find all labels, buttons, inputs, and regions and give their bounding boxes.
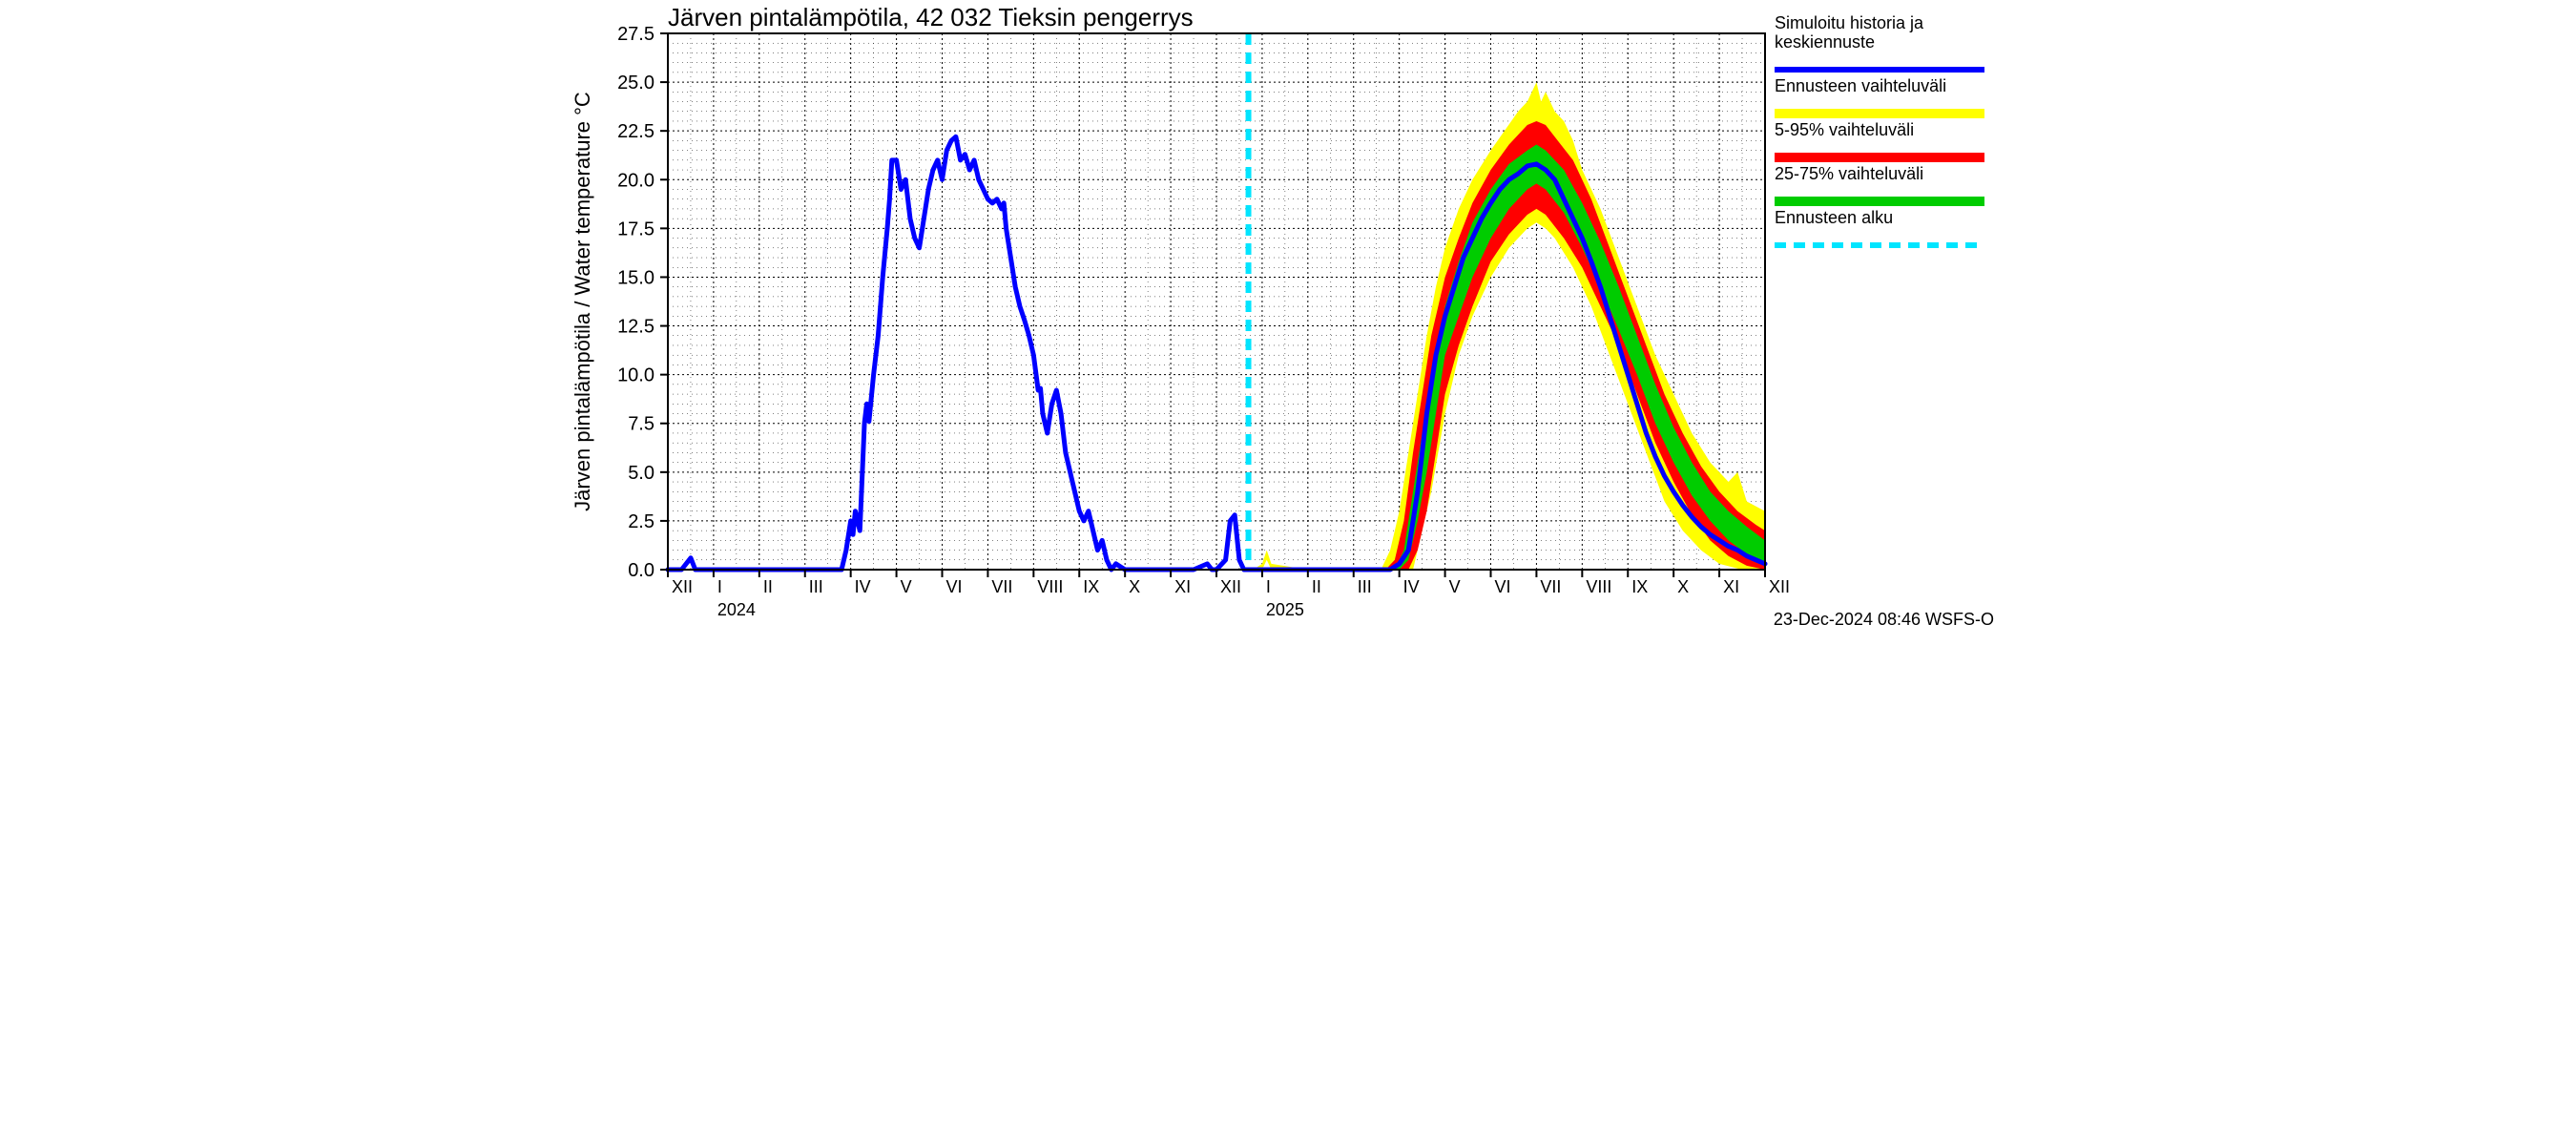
chart-container: 0.0 2.5 5.0 7.5 10.0 12.5 15.0 17.5 20.0 22.5 25.0… — [572, 0, 2004, 636]
x-tick-label: IX — [1631, 577, 1648, 596]
x-tick-label: I — [717, 577, 722, 596]
legend-label: keskiennuste — [1775, 32, 1875, 52]
x-tick-label: VI — [946, 577, 963, 596]
x-tick-label: XI — [1723, 577, 1739, 596]
x-tick-label: V — [901, 577, 912, 596]
legend-swatch — [1775, 109, 1984, 118]
x-tick-label: I — [1266, 577, 1271, 596]
x-tick-label: IX — [1083, 577, 1099, 596]
chart-svg: 0.0 2.5 5.0 7.5 10.0 12.5 15.0 17.5 20.0 22.5 25.0… — [572, 0, 2004, 636]
y-tick-label: 10.0 — [617, 365, 654, 386]
legend-label: Ennusteen alku — [1775, 208, 1893, 227]
x-tick-label: VI — [1495, 577, 1511, 596]
y-tick-label: 0.0 — [628, 560, 654, 581]
y-tick-label: 15.0 — [617, 267, 654, 288]
y-tick-label: 2.5 — [628, 511, 654, 532]
footer-timestamp: 23-Dec-2024 08:46 WSFS-O — [1774, 610, 1994, 629]
x-tick-label: IV — [1403, 577, 1420, 596]
y-tick-label: 5.0 — [628, 463, 654, 484]
y-tick-label: 12.5 — [617, 317, 654, 338]
legend-label: 5-95% vaihteluväli — [1775, 120, 1914, 139]
legend-swatch — [1775, 197, 1984, 206]
x-tick-label: XII — [672, 577, 693, 596]
x-tick-label: X — [1129, 577, 1140, 596]
x-tick-label: VII — [1540, 577, 1561, 596]
legend-swatch — [1775, 153, 1984, 162]
x-tick-label: V — [1449, 577, 1461, 596]
x-tick-label: XII — [1769, 577, 1790, 596]
y-tick-label: 17.5 — [617, 219, 654, 239]
y-tick-label: 7.5 — [628, 414, 654, 435]
x-tick-label: VII — [991, 577, 1012, 596]
y-tick-label: 25.0 — [617, 73, 654, 94]
y-tick-label: 27.5 — [617, 24, 654, 45]
x-tick-label: III — [809, 577, 823, 596]
legend-label: Simuloitu historia ja — [1775, 13, 1924, 32]
x-year-label: 2025 — [1266, 600, 1304, 619]
x-tick-label: XI — [1174, 577, 1191, 596]
legend-label: Ennusteen vaihteluväli — [1775, 76, 1946, 95]
x-year-label: 2024 — [717, 600, 756, 619]
legend-label: 25-75% vaihteluväli — [1775, 164, 1923, 183]
y-axis — [660, 33, 668, 570]
y-tick-label: 20.0 — [617, 170, 654, 191]
chart-title: Järven pintalämpötila, 42 032 Tieksin pe… — [668, 3, 1194, 31]
x-tick-label: III — [1358, 577, 1372, 596]
x-tick-label: X — [1677, 577, 1689, 596]
x-tick-label: XII — [1220, 577, 1241, 596]
y-axis-title: Järven pintalämpötila / Water temperatur… — [572, 92, 594, 511]
y-tick-label: 22.5 — [617, 121, 654, 142]
x-tick-label: II — [763, 577, 773, 596]
x-tick-label: VIII — [1586, 577, 1611, 596]
x-tick-label: IV — [855, 577, 871, 596]
x-tick-label: VIII — [1037, 577, 1063, 596]
x-tick-label: II — [1312, 577, 1321, 596]
